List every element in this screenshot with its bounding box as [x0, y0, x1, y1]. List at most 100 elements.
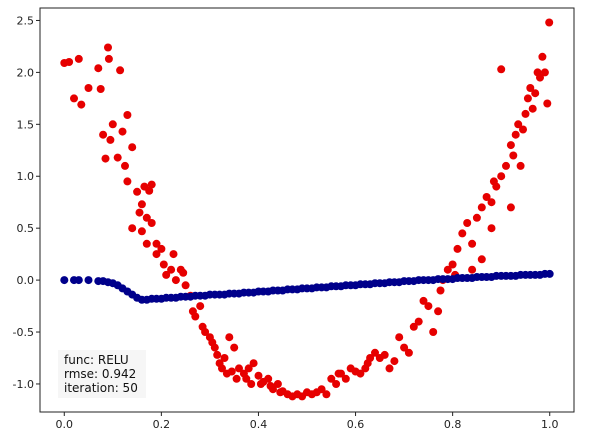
x-tick-label-1: 0.2	[153, 418, 171, 431]
series-0-point-16	[118, 127, 127, 136]
series-0-point-98	[380, 350, 389, 359]
series-0-point-34	[157, 244, 166, 253]
series-0-point-58	[227, 367, 236, 376]
series-0-point-13	[108, 120, 117, 129]
series-0-point-39	[171, 276, 180, 285]
series-0-point-125	[497, 172, 506, 181]
series-0-point-107	[424, 302, 433, 311]
series-0-point-135	[526, 84, 535, 92]
series-0-point-51	[210, 343, 219, 352]
y-tick-label-0: -1.0	[13, 378, 34, 391]
series-0-point-95	[366, 354, 375, 362]
x-tick-label-2: 0.4	[250, 418, 268, 431]
series-0-point-8	[99, 130, 108, 139]
series-0-point-121	[482, 193, 491, 201]
series-0-point-63	[242, 374, 251, 383]
series-0-point-35	[159, 260, 168, 269]
series-0-point-5	[84, 84, 93, 92]
series-0-point-6	[94, 64, 103, 73]
series-0-point-112	[443, 265, 452, 274]
series-0-point-110	[436, 286, 445, 295]
series-0-point-126	[502, 161, 510, 170]
series-0-point-88	[337, 369, 345, 378]
y-tick-label-7: 2.5	[17, 14, 35, 27]
series-0-point-37	[167, 265, 176, 274]
series-0-point-142	[543, 99, 552, 108]
series-0-point-144	[497, 65, 506, 74]
series-0-point-20	[128, 143, 137, 152]
series-0-point-11	[104, 54, 113, 63]
series-0-point-24	[137, 200, 146, 209]
series-1-point-97	[545, 269, 554, 278]
series-0-point-143	[545, 18, 554, 27]
series-0-point-131	[516, 161, 525, 170]
series-0-point-146	[487, 224, 496, 233]
rmse-label: rmse: 0.942	[64, 367, 137, 381]
series-0-point-59	[230, 343, 239, 352]
series-0-point-109	[434, 307, 443, 316]
series-0-point-61	[235, 364, 243, 373]
series-0-point-9	[101, 154, 110, 163]
series-0-point-96	[371, 348, 379, 357]
series-0-point-106	[419, 296, 428, 305]
x-tick-label-3: 0.6	[347, 418, 365, 431]
series-0-point-145	[506, 203, 515, 212]
series-0-point-72	[269, 385, 277, 394]
series-0-point-85	[327, 374, 336, 383]
series-0-point-23	[135, 208, 144, 217]
series-0-point-128	[509, 151, 518, 160]
series-0-point-25	[137, 227, 146, 236]
series-0-point-99	[385, 364, 394, 373]
series-0-point-17	[121, 161, 129, 170]
series-0-point-122	[487, 198, 496, 207]
series-0-point-54	[218, 364, 226, 373]
series-0-point-115	[453, 244, 462, 253]
series-0-point-38	[169, 250, 178, 259]
series-0-point-3	[74, 54, 83, 63]
series-0-point-12	[106, 135, 115, 144]
plot-marks	[60, 18, 554, 401]
series-0-point-89	[341, 374, 350, 383]
series-1-point-3	[84, 276, 93, 285]
series-0-point-139	[536, 73, 544, 82]
series-0-point-140	[538, 52, 547, 61]
info-annotation: func: RELU rmse: 0.942 iteration: 50	[58, 350, 146, 398]
y-tick-label-2: 0.0	[17, 274, 35, 287]
series-0-point-113	[448, 260, 457, 269]
series-0-point-22	[133, 187, 142, 196]
series-0-point-84	[322, 390, 331, 399]
series-0-point-108	[429, 328, 438, 336]
series-0-point-21	[128, 224, 137, 233]
series-0-point-41	[179, 268, 188, 277]
series-0-point-105	[414, 317, 423, 326]
series-0-point-148	[468, 265, 477, 274]
y-tick-label-3: 0.5	[17, 222, 35, 235]
series-0-point-18	[123, 177, 132, 186]
series-0-point-103	[404, 348, 413, 357]
series-0-point-2	[70, 94, 78, 103]
series-0-point-60	[232, 374, 241, 383]
series-0-point-64	[244, 364, 253, 373]
axis-ticks: 0.0 0.2 0.4 0.6 0.8 1.0 -1.0 -0.5 0.0 0.5 1.0 1.5 2.…	[13, 14, 559, 431]
series-0-point-137	[531, 89, 540, 98]
iteration-label: iteration: 50	[64, 381, 138, 395]
series-0-point-57	[225, 333, 234, 342]
series-0-point-134	[523, 94, 532, 103]
series-0-point-116	[458, 229, 467, 238]
series-0-point-1	[65, 58, 74, 66]
series-0-point-66	[249, 359, 258, 368]
series-0-point-86	[332, 380, 341, 388]
func-label: func: RELU	[64, 353, 129, 367]
series-0-point-36	[162, 270, 171, 279]
plot-frame	[39, 7, 575, 413]
series-0-point-67	[254, 371, 263, 380]
series-0-point-19	[123, 111, 132, 119]
series-0-point-14	[113, 153, 122, 162]
series-0-point-83	[317, 385, 326, 394]
series-0-point-132	[519, 125, 527, 134]
series-0-point-15	[116, 66, 125, 75]
series-0-point-118	[468, 239, 477, 248]
series-0-point-119	[472, 213, 481, 222]
y-tick-label-6: 2.0	[17, 66, 35, 79]
series-0-point-27	[142, 239, 151, 248]
